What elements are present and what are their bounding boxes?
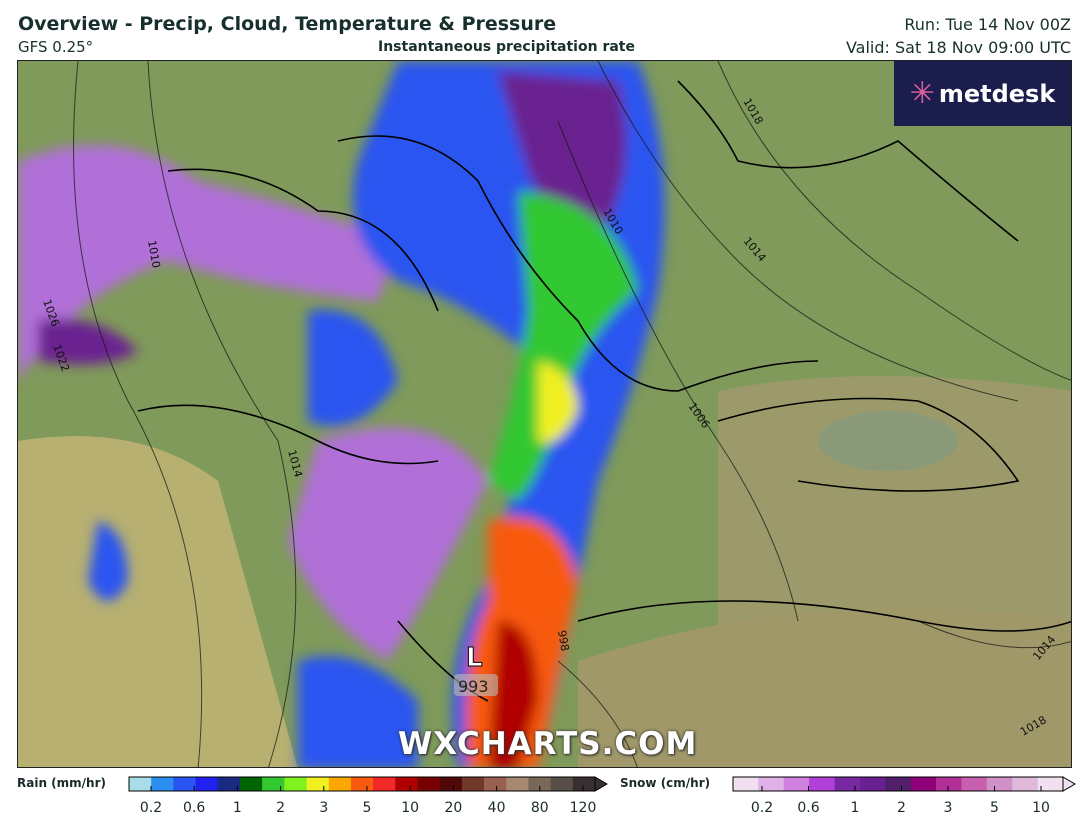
colorbar-swatch <box>834 777 861 791</box>
chart-title: Overview - Precip, Cloud, Temperature & … <box>18 13 557 35</box>
metdesk-logo: ✳ metdesk <box>894 61 1071 126</box>
colorbar-swatch <box>217 777 241 791</box>
legend-tick: 20 <box>444 800 463 816</box>
colorbar-swatch <box>129 777 152 791</box>
colorbar-swatch <box>936 777 962 791</box>
colorbar-swatch <box>151 777 174 791</box>
legend-tick: 5 <box>990 800 999 816</box>
colorbar-swatch <box>373 777 396 791</box>
colorbar-swatch <box>284 777 308 791</box>
watermark: WXCHARTS.COM <box>398 726 698 762</box>
snow-colorbar <box>732 776 1076 792</box>
model-label: GFS 0.25° <box>18 38 94 56</box>
colorbar-swatch <box>859 777 886 791</box>
colorbar-swatch <box>758 777 785 791</box>
legend-tick: 120 <box>569 800 597 816</box>
colorbar-swatch <box>528 777 552 791</box>
colorbar-swatch <box>350 777 374 791</box>
colorbar-swatch <box>961 777 988 791</box>
legend-tick: 10 <box>401 800 420 816</box>
colorbar-swatch <box>262 777 285 791</box>
colorbar-swatch <box>506 777 529 791</box>
rain-legend-label: Rain (mm/hr) <box>17 776 106 790</box>
legend-tick: 40 <box>487 800 506 816</box>
colorbar-arrow <box>594 776 608 792</box>
legend-tick: 0.6 <box>797 800 820 816</box>
colorbar-swatch <box>1037 777 1064 791</box>
legend-tick: 1 <box>850 800 860 816</box>
colorbar-swatch <box>195 777 219 791</box>
colorbar-arrow <box>1062 776 1076 792</box>
valid-time: Valid: Sat 18 Nov 09:00 UTC <box>845 38 1071 57</box>
colorbar-swatch <box>783 777 810 791</box>
colorbar-swatch <box>173 777 197 791</box>
legend-tick: 2 <box>276 800 286 816</box>
colorbar-swatch <box>885 777 912 791</box>
colorbar-swatch <box>910 777 937 791</box>
map-canvas: 1018 1010 1014 1006 998 1014 1018 1026 1… <box>18 61 1071 767</box>
legend-tick: 3 <box>943 800 953 816</box>
svg-text:998: 998 <box>555 629 571 652</box>
colorbar-swatch <box>461 777 485 791</box>
legend-tick: 1 <box>232 800 242 816</box>
rain-colorbar <box>128 776 608 792</box>
colorbar-swatch <box>809 777 836 791</box>
svg-text:1010: 1010 <box>145 239 163 269</box>
borders <box>137 80 1071 702</box>
colorbar-swatch <box>572 777 596 791</box>
precip-field <box>18 61 665 767</box>
colorbar-swatch <box>417 777 441 791</box>
colorbar-swatch <box>239 777 263 791</box>
legend-tick: 10 <box>1032 800 1050 816</box>
legend-tick: 2 <box>897 800 906 816</box>
legend-tick: 5 <box>362 800 372 816</box>
colorbar-swatch <box>986 777 1013 791</box>
logo-star-icon: ✳ <box>909 76 935 111</box>
colorbar-swatch <box>733 777 759 791</box>
colorbar-swatch <box>484 777 507 791</box>
colorbar-swatch <box>550 777 574 791</box>
chart-subtitle: Instantaneous precipitation rate <box>378 39 635 55</box>
low-pressure-symbol: L <box>466 643 483 673</box>
legend-tick: 0.2 <box>139 800 163 816</box>
colorbar-swatch <box>1012 777 1039 791</box>
colorbar-swatch <box>306 777 330 791</box>
legend-tick: 0.6 <box>183 800 206 816</box>
legend-tick: 0.2 <box>750 800 774 816</box>
snow-legend-label: Snow (cm/hr) <box>620 776 711 790</box>
run-time: Run: Tue 14 Nov 00Z <box>904 15 1071 34</box>
isobars <box>73 61 1071 767</box>
legend-tick: 80 <box>530 800 549 816</box>
colorbar-swatch <box>439 777 463 791</box>
legend-tick: 3 <box>319 800 329 816</box>
weather-map: 1018 1010 1014 1006 998 1014 1018 1026 1… <box>17 60 1072 768</box>
low-pressure-value: 993 <box>458 677 489 696</box>
colorbar-swatch <box>395 777 418 791</box>
colorbar-swatch <box>328 777 352 791</box>
